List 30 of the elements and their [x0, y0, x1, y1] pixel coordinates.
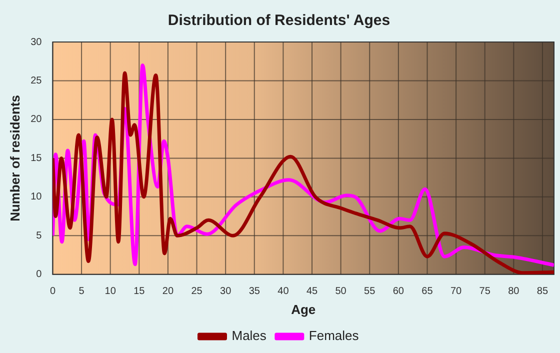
x-tick-label: 25	[191, 286, 203, 298]
chart-title: Distribution of Residents' Ages	[168, 12, 390, 30]
x-tick-label: 0	[50, 286, 56, 298]
x-tick-label: 70	[450, 286, 462, 298]
legend-label: Females	[308, 328, 360, 344]
x-tick-label: 80	[508, 286, 520, 298]
y-tick-label: 5	[36, 230, 42, 242]
x-tick-label: 65	[422, 286, 434, 298]
x-tick-label: 50	[335, 286, 347, 298]
x-axis-title: Age	[291, 302, 316, 317]
x-tick-label: 40	[278, 286, 290, 298]
x-tick-label: 10	[104, 286, 116, 298]
x-tick-label: 30	[220, 286, 232, 298]
y-tick-label: 10	[30, 192, 42, 203]
x-tick-label: 5	[78, 286, 85, 298]
y-tick-label: 25	[30, 75, 42, 86]
y-tick-label: 15	[30, 152, 42, 164]
y-tick-label: 30	[30, 36, 42, 48]
x-tick-label: 35	[248, 286, 260, 298]
y-tick-label: 0	[36, 269, 42, 280]
y-axis-title: Number of residents	[7, 94, 22, 222]
x-tick-label: 20	[162, 286, 174, 298]
x-tick-label: 85	[536, 286, 548, 298]
y-tick-label: 20	[30, 114, 42, 126]
x-tick-label: 75	[479, 286, 491, 298]
x-tick-label: 55	[364, 286, 376, 298]
legend-label: Males	[232, 328, 267, 344]
x-tick-label: 15	[134, 286, 146, 298]
x-tick-label: 45	[306, 286, 318, 298]
x-tick-label: 60	[392, 286, 404, 298]
